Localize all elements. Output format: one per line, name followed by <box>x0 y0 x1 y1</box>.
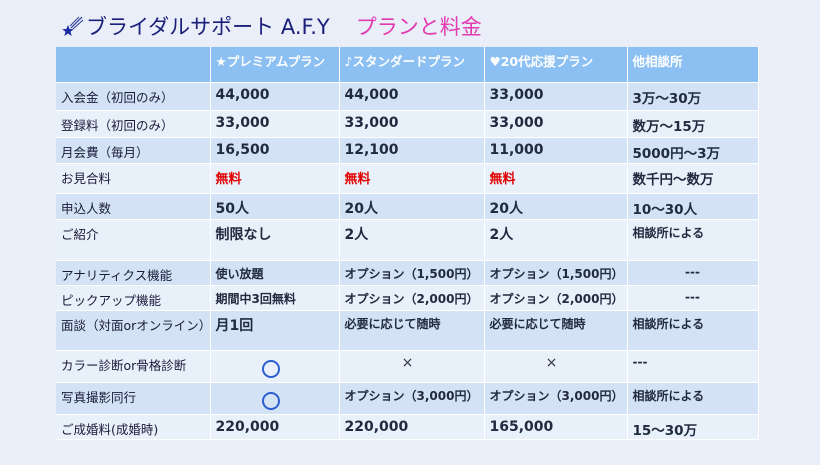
row-label: ピックアップ機能 <box>56 285 211 311</box>
other-cell: --- <box>627 285 759 311</box>
standard-cell: オプション（2,000円） <box>339 285 485 311</box>
table-row: ご成婚料(成婚時) 220,000 220,000 165,000 15～30万 <box>56 414 759 440</box>
standard-cell: 12,100 <box>339 137 485 164</box>
other-cell: 15～30万 <box>627 414 759 440</box>
row-label: 申込人数 <box>56 193 211 220</box>
circle-mark-icon <box>261 359 280 378</box>
row-label: 入会金（初回のみ） <box>56 82 211 111</box>
table-row: 月会費（毎月） 16,500 12,100 11,000 5000円～3万 <box>56 137 759 164</box>
premium-cell: 220,000 <box>210 414 340 440</box>
row-label: お見合料 <box>56 163 211 194</box>
row-label: 登録料（初回のみ） <box>56 110 211 138</box>
row-label: アナリティクス機能 <box>56 260 211 286</box>
header-twenties-plan: ♥20代応援プラン <box>484 47 628 83</box>
premium-cell: 期間中3回無料 <box>210 285 340 311</box>
twenties-cell: 165,000 <box>484 414 628 440</box>
twenties-cell: オプション（3,000円） <box>484 382 628 415</box>
table-row: カラー診断or骨格診断 × × --- <box>56 350 759 383</box>
header-other-agency: 他相談所 <box>627 47 759 83</box>
twenties-cell: 無料 <box>484 163 628 194</box>
header-standard-plan: ♪スタンダードプラン <box>339 47 485 83</box>
premium-cell: 16,500 <box>210 137 340 164</box>
cross-mark-icon: × <box>545 354 558 371</box>
row-label: カラー診断or骨格診断 <box>56 350 211 383</box>
standard-cell: × <box>339 350 485 383</box>
other-cell: 数千円～数万 <box>627 163 759 194</box>
standard-cell: 必要に応じて随時 <box>339 310 485 351</box>
standard-cell: 20人 <box>339 193 485 220</box>
table-row: 入会金（初回のみ） 44,000 44,000 33,000 3万～30万 <box>56 82 759 111</box>
table-row: 登録料（初回のみ） 33,000 33,000 33,000 数万～15万 <box>56 110 759 138</box>
table-row: ご紹介 制限なし 2人 2人 相談所による <box>56 219 759 261</box>
page-title-bar: ブライダルサポート A.F.Y プランと料金 <box>62 8 482 44</box>
twenties-cell: オプション（1,500円） <box>484 260 628 286</box>
twenties-cell: オプション（2,000円） <box>484 285 628 311</box>
other-cell: 10～30人 <box>627 193 759 220</box>
other-cell: 5000円～3万 <box>627 137 759 164</box>
page-subtitle: プランと料金 <box>355 15 482 39</box>
premium-cell: 50人 <box>210 193 340 220</box>
header-corner <box>56 47 211 83</box>
standard-cell: 33,000 <box>339 110 485 138</box>
table-header-row: ★プレミアムプラン ♪スタンダードプラン ♥20代応援プラン 他相談所 <box>56 47 759 83</box>
table-row: 申込人数 50人 20人 20人 10～30人 <box>56 193 759 220</box>
standard-cell: 2人 <box>339 219 485 261</box>
circle-mark-icon <box>261 391 280 410</box>
premium-cell: 制限なし <box>210 219 340 261</box>
twenties-cell: 2人 <box>484 219 628 261</box>
table-row: お見合料 無料 無料 無料 数千円～数万 <box>56 163 759 194</box>
other-cell: 3万～30万 <box>627 82 759 111</box>
premium-cell <box>210 382 340 415</box>
premium-cell: 33,000 <box>210 110 340 138</box>
other-cell: 相談所による <box>627 310 759 351</box>
shooting-star-icon <box>62 15 84 37</box>
table-row: 写真撮影同行 オプション（3,000円） オプション（3,000円） 相談所によ… <box>56 382 759 415</box>
other-cell: --- <box>627 260 759 286</box>
table-row: 面談（対面orオンライン） 月1回 必要に応じて随時 必要に応じて随時 相談所に… <box>56 310 759 351</box>
twenties-cell: 20人 <box>484 193 628 220</box>
header-premium-plan: ★プレミアムプラン <box>210 47 340 83</box>
row-label: 面談（対面orオンライン） <box>56 310 211 351</box>
standard-cell: オプション（3,000円） <box>339 382 485 415</box>
other-cell: 数万～15万 <box>627 110 759 138</box>
premium-cell: 44,000 <box>210 82 340 111</box>
premium-cell: 無料 <box>210 163 340 194</box>
row-label: ご紹介 <box>56 219 211 261</box>
other-cell: --- <box>627 350 759 383</box>
standard-cell: 無料 <box>339 163 485 194</box>
plan-price-table: ★プレミアムプラン ♪スタンダードプラン ♥20代応援プラン 他相談所 入会金（… <box>56 47 759 440</box>
twenties-cell: 11,000 <box>484 137 628 164</box>
standard-cell: オプション（1,500円） <box>339 260 485 286</box>
twenties-cell: 必要に応じて随時 <box>484 310 628 351</box>
premium-cell: 使い放題 <box>210 260 340 286</box>
table-row: アナリティクス機能 使い放題 オプション（1,500円） オプション（1,500… <box>56 260 759 286</box>
page-title: ブライダルサポート A.F.Y <box>86 15 330 39</box>
twenties-cell: 33,000 <box>484 82 628 111</box>
row-label: 月会費（毎月） <box>56 137 211 164</box>
row-label: 写真撮影同行 <box>56 382 211 415</box>
premium-cell: 月1回 <box>210 310 340 351</box>
row-label: ご成婚料(成婚時) <box>56 414 211 440</box>
table-row: ピックアップ機能 期間中3回無料 オプション（2,000円） オプション（2,0… <box>56 285 759 311</box>
premium-cell <box>210 350 340 383</box>
twenties-cell: 33,000 <box>484 110 628 138</box>
cross-mark-icon: × <box>401 354 414 371</box>
standard-cell: 220,000 <box>339 414 485 440</box>
standard-cell: 44,000 <box>339 82 485 111</box>
other-cell: 相談所による <box>627 219 759 261</box>
twenties-cell: × <box>484 350 628 383</box>
other-cell: 相談所による <box>627 382 759 415</box>
